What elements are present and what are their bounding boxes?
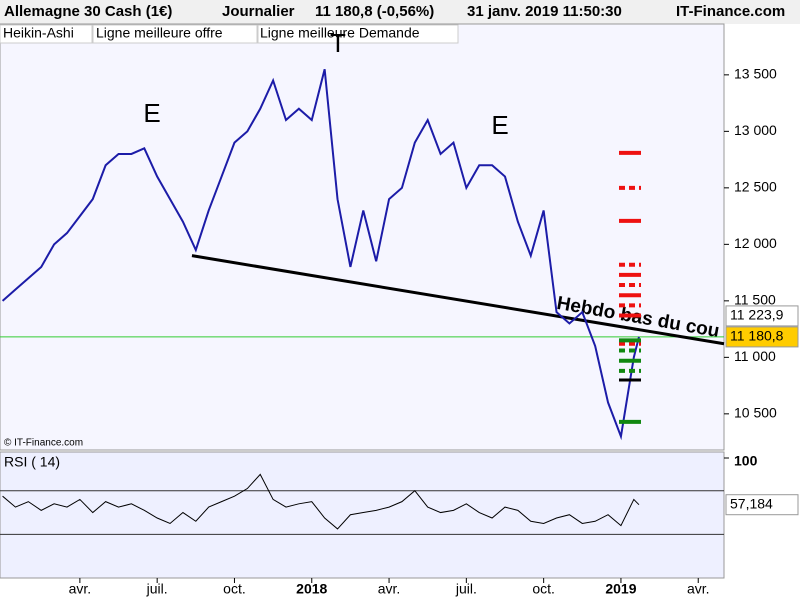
x-tick-label: avr. (69, 581, 92, 597)
rsi-panel (0, 451, 725, 579)
x-tick-label: 2018 (296, 581, 327, 597)
period: Journalier (222, 3, 295, 20)
neckline-label: 11 223,9 (730, 307, 784, 323)
price-panel (0, 23, 725, 451)
legend-label: Heikin-Ashi (3, 25, 74, 41)
y-tick-label: 10 500 (734, 405, 777, 421)
rsi-value-label: 57,184 (730, 495, 773, 511)
neckline (191, 254, 725, 346)
x-tick-label: juil. (146, 581, 168, 597)
plot: 10 500 11 000 11 500 12 000 12 500 13 000 13 5… (0, 66, 799, 597)
header: Allemagne 30 Cash (1€) Journalier 11 180… (4, 3, 785, 20)
quote: 11 180,8 (-0,56%) (315, 3, 434, 20)
legend-box (0, 24, 93, 44)
legend-box (257, 24, 459, 44)
rsi-title: RSI ( 14) (4, 454, 60, 470)
x-tick-label: oct. (223, 581, 246, 597)
y-tick-label: 13 500 (734, 66, 777, 82)
annotation: E (491, 110, 508, 140)
header-bar (0, 0, 800, 24)
y-tick-label: 11 500 (734, 292, 776, 308)
y-tick-label: 13 000 (734, 122, 777, 138)
y-tick-label: 12 500 (734, 179, 777, 195)
x-tick-label: avr. (687, 581, 710, 597)
price-label: 11 180,8 (730, 328, 784, 344)
legend-label: Ligne meilleure Demande (260, 25, 420, 41)
legend-label: Ligne meilleure offre (96, 25, 223, 41)
x-tick-label: oct. (532, 581, 555, 597)
instrument: Allemagne 30 Cash (1€) (4, 3, 172, 20)
price-line (1, 68, 640, 441)
legend-box (92, 24, 258, 44)
price-box (725, 326, 799, 348)
y-tick-label: 12 000 (734, 235, 777, 251)
rsi-line (2, 473, 640, 530)
datetime: 31 janv. 2019 11:50:30 (467, 3, 622, 20)
x-tick-label: 2019 (605, 581, 636, 597)
rsi-box (725, 494, 799, 516)
x-tick-label: avr. (378, 581, 401, 597)
annotation: E (143, 98, 160, 128)
copyright: © IT-Finance.com (4, 438, 83, 449)
rsi-tick-label: 100 (734, 453, 758, 469)
source: IT-Finance.com (676, 3, 785, 20)
neckline-box (725, 305, 799, 327)
annotation: T (330, 28, 346, 58)
y-tick-label: 11 000 (734, 348, 776, 364)
x-tick-label: juil. (455, 581, 477, 597)
